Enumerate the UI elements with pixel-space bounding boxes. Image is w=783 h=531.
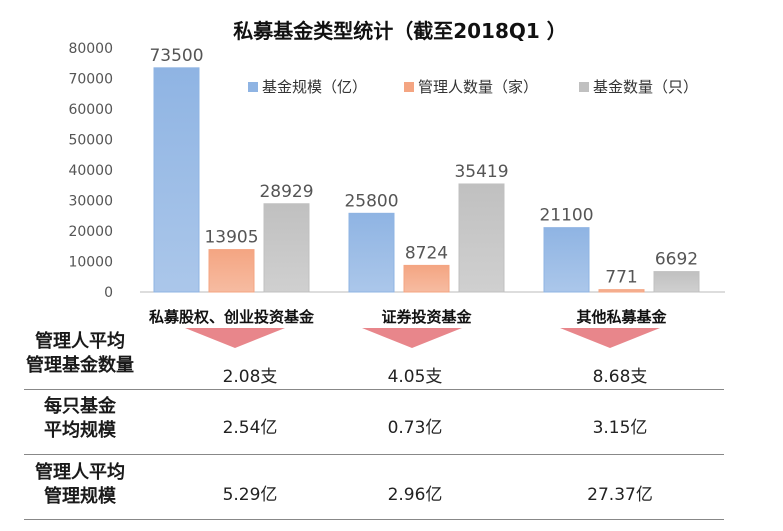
bar — [208, 249, 255, 293]
arrow-down-icon — [560, 328, 660, 348]
bar — [458, 183, 505, 293]
x-category-label: 其他私募基金 — [576, 308, 667, 326]
category-labels: 私募股权、创业投资基金 证券投资基金 其他私募基金 — [148, 308, 668, 326]
row-label-line: 管理基金数量 — [26, 355, 134, 376]
legend: 基金规模（亿） 管理人数量（家） 基金数量（只） — [248, 78, 698, 96]
bar — [598, 289, 645, 293]
table-cell: 3.15亿 — [592, 418, 648, 438]
y-tick-label: 0 — [104, 285, 113, 301]
bar — [263, 203, 310, 293]
y-tick-label: 50000 — [68, 133, 113, 149]
x-category-label: 证券投资基金 — [381, 308, 472, 326]
y-tick-label: 80000 — [68, 41, 113, 57]
table-cell: 0.73亿 — [387, 418, 443, 438]
row-label-line: 每只基金 — [44, 396, 116, 417]
table-cell: 4.05支 — [387, 367, 443, 387]
arrow-down-icon — [185, 328, 285, 348]
x-category-label: 私募股权、创业投资基金 — [148, 308, 315, 326]
table-cell: 8.68支 — [592, 367, 648, 387]
row-label-line: 管理人平均 — [35, 462, 125, 483]
data-label: 73500 — [149, 46, 203, 66]
chart-title: 私募基金类型统计（截至2018Q1 ） — [233, 19, 567, 43]
category-arrows — [185, 328, 660, 348]
table-cell: 2.54亿 — [222, 418, 278, 438]
row-label-line: 平均规模 — [44, 420, 116, 441]
table-cell: 27.37亿 — [587, 485, 653, 505]
table-divider — [24, 454, 724, 455]
table-divider — [24, 519, 724, 520]
row-label-line: 管理人平均 — [35, 331, 125, 352]
data-label: 6692 — [655, 250, 698, 270]
legend-swatch — [248, 82, 258, 92]
table-cell: 2.96亿 — [387, 485, 443, 505]
bar — [153, 67, 200, 293]
row-label-line: 管理规模 — [44, 486, 116, 507]
y-tick-label: 30000 — [68, 194, 113, 210]
y-tick-label: 60000 — [68, 102, 113, 118]
data-label: 8724 — [405, 243, 448, 263]
bar — [653, 271, 700, 293]
legend-swatch — [579, 82, 589, 92]
table-cell: 2.08支 — [222, 367, 278, 387]
legend-label: 管理人数量（家） — [418, 78, 538, 96]
bars: 73500 25800 21100 13905 8724 771 28929 35419 669… — [149, 46, 700, 293]
table-cell: 5.29亿 — [222, 485, 278, 505]
legend-swatch — [404, 82, 414, 92]
bar — [543, 227, 590, 293]
row-label-avg-fund-count: 管理人平均 管理基金数量 — [0, 330, 160, 378]
y-tick-label: 20000 — [68, 224, 113, 240]
data-label: 25800 — [344, 191, 398, 211]
data-label: 771 — [605, 268, 637, 288]
legend-label: 基金规模（亿） — [262, 78, 367, 96]
bar — [348, 212, 395, 293]
y-tick-label: 10000 — [68, 255, 113, 271]
y-tick-label: 40000 — [68, 163, 113, 179]
table-divider — [24, 389, 724, 390]
y-tick-label: 70000 — [68, 72, 113, 88]
bar — [403, 264, 450, 293]
data-label: 35419 — [454, 162, 508, 182]
data-label: 13905 — [204, 228, 258, 248]
data-label: 28929 — [259, 182, 313, 202]
row-label-avg-fund-size: 每只基金 平均规模 — [0, 395, 160, 443]
legend-label: 基金数量（只） — [593, 78, 698, 96]
arrow-down-icon — [362, 328, 462, 348]
bar-chart: 私募基金类型统计（截至2018Q1 ） 0 10000 20000 30000 4000… — [68, 19, 725, 326]
data-label: 21100 — [539, 206, 593, 226]
row-label-avg-mgmt-size: 管理人平均 管理规模 — [0, 461, 160, 509]
